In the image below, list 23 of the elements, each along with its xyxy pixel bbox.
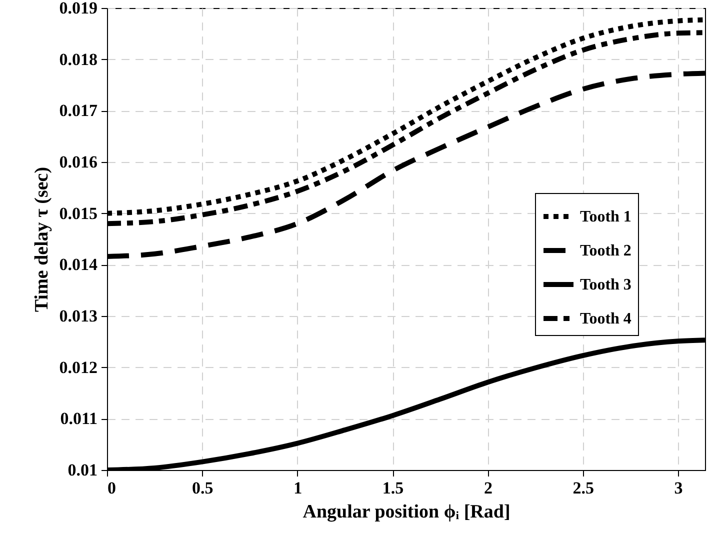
legend-label: Tooth 1 xyxy=(580,208,632,226)
y-tick-label: 0.016 xyxy=(59,152,98,172)
legend-label: Tooth 4 xyxy=(580,310,632,328)
x-tick-label: 1 xyxy=(294,478,302,498)
x-axis-title: Angular position ϕᵢ [Rad] xyxy=(302,502,510,522)
x-tick-label: 2.5 xyxy=(572,478,594,498)
y-tick-label: 0.013 xyxy=(59,306,98,326)
y-axis-title: Time delay τ (sec) xyxy=(31,166,52,312)
y-tick-label: 0.015 xyxy=(59,204,98,223)
y-tick-label: 0.01 xyxy=(68,460,98,480)
y-tick-label: 0.019 xyxy=(59,0,98,18)
legend-label: Tooth 2 xyxy=(580,242,632,260)
x-tick-label: 2 xyxy=(484,478,492,498)
x-tick-label: 3 xyxy=(674,478,683,498)
y-tick-label: 0.014 xyxy=(59,255,98,274)
y-tick-label: 0.018 xyxy=(59,50,98,69)
y-tick-label: 0.017 xyxy=(59,101,98,120)
x-tick-label: 1.5 xyxy=(382,478,404,498)
legend-label: Tooth 3 xyxy=(580,276,632,294)
x-tick-label: 0 xyxy=(108,478,116,498)
y-tick-label: 0.011 xyxy=(60,409,98,428)
y-tick-label: 0.012 xyxy=(59,358,98,377)
x-tick-label: 0.5 xyxy=(192,478,214,498)
